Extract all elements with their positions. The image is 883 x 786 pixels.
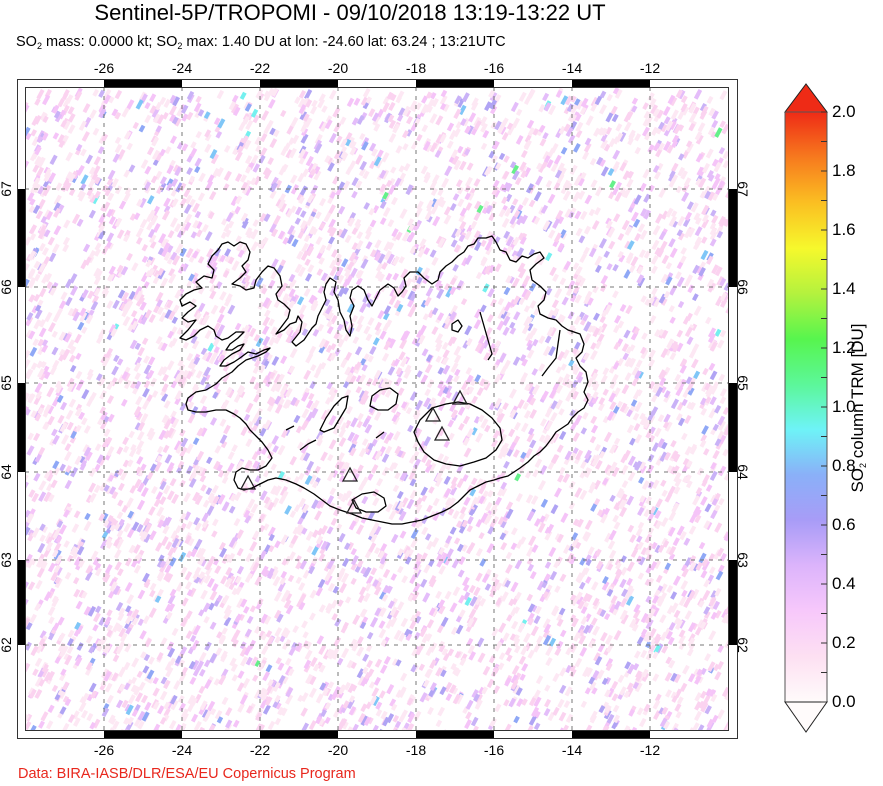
lon-tick-top: -14 (561, 60, 583, 76)
map-title: Sentinel-5P/TROPOMI - 09/10/2018 13:19-1… (94, 0, 606, 25)
colorbar-tick: 0.2 (832, 633, 856, 652)
lon-tick-bottom: -18 (405, 742, 427, 758)
lat-tick-right: 64 (734, 464, 751, 480)
graticule-border (18, 80, 737, 738)
lat-tick-left: 62 (0, 637, 14, 653)
lon-tick-bottom: -14 (561, 742, 583, 758)
lon-tick-top: -26 (93, 60, 115, 76)
colorbar-label: SO2 column TRM [DU] (848, 323, 868, 493)
lon-tick-bottom: -20 (327, 742, 349, 758)
lon-tick-bottom: -16 (483, 742, 505, 758)
lat-tick-left: 67 (0, 181, 14, 197)
graticule-grid (25, 87, 729, 731)
so2-pixel-field (25, 87, 729, 731)
colorbar-max-arrow (784, 83, 828, 113)
colorbar-tick: 1.8 (832, 161, 856, 180)
lon-tick-bottom: -12 (639, 742, 661, 758)
lat-tick-left: 63 (0, 552, 14, 568)
colorbar-tick: 0.0 (832, 692, 856, 711)
lat-tick-left: 66 (0, 279, 14, 295)
volcano-marker-askja-icon (451, 389, 469, 405)
colorbar-tick: 1.2 (832, 338, 856, 357)
colorbar-tick: 0.6 (832, 515, 856, 534)
lon-tick-top: -18 (405, 60, 427, 76)
colorbar (784, 83, 828, 733)
lon-tick-top: -16 (483, 60, 505, 76)
lon-tick-top: -24 (171, 60, 193, 76)
lat-tick-right: 67 (734, 181, 751, 197)
lat-tick-left: 65 (0, 375, 14, 391)
colorbar-tick: 0.8 (832, 456, 856, 475)
lat-tick-right: 63 (734, 552, 751, 568)
colorbar-tick: 1.0 (832, 397, 856, 416)
lat-tick-right: 65 (734, 375, 751, 391)
lon-tick-bottom: -24 (171, 742, 193, 758)
lat-tick-left: 64 (0, 464, 14, 480)
volcano-marker-reykjanes-icon (239, 474, 257, 490)
volcano-marker-bardarbunga-icon (424, 406, 442, 422)
iceland-coastline (179, 235, 589, 525)
data-credit: Data: BIRA-IASB/DLR/ESA/EU Copernicus Pr… (18, 766, 356, 782)
volcano-markers (239, 389, 469, 514)
colorbar-bar (784, 111, 828, 703)
colorbar-min-arrow (784, 701, 828, 733)
colorbar-tick: 0.4 (832, 574, 856, 593)
volcano-marker-grimsvotn-icon (433, 425, 451, 441)
lon-tick-bottom: -26 (93, 742, 115, 758)
colorbar-tick: 1.4 (832, 279, 856, 298)
lon-tick-top: -22 (249, 60, 271, 76)
volcano-marker-hekla-icon (341, 466, 359, 482)
lat-tick-right: 66 (734, 279, 751, 295)
volcano-marker-katla-icon (345, 498, 363, 514)
map-subtitle: SO2 mass: 0.0000 kt; SO2 max: 1.40 DU at… (16, 34, 506, 51)
lon-tick-top: -12 (639, 60, 661, 76)
lat-tick-right: 62 (734, 637, 751, 653)
colorbar-tick: 2.0 (832, 102, 856, 121)
lon-tick-top: -20 (327, 60, 349, 76)
lon-tick-bottom: -22 (249, 742, 271, 758)
colorbar-tick: 1.6 (832, 220, 856, 239)
